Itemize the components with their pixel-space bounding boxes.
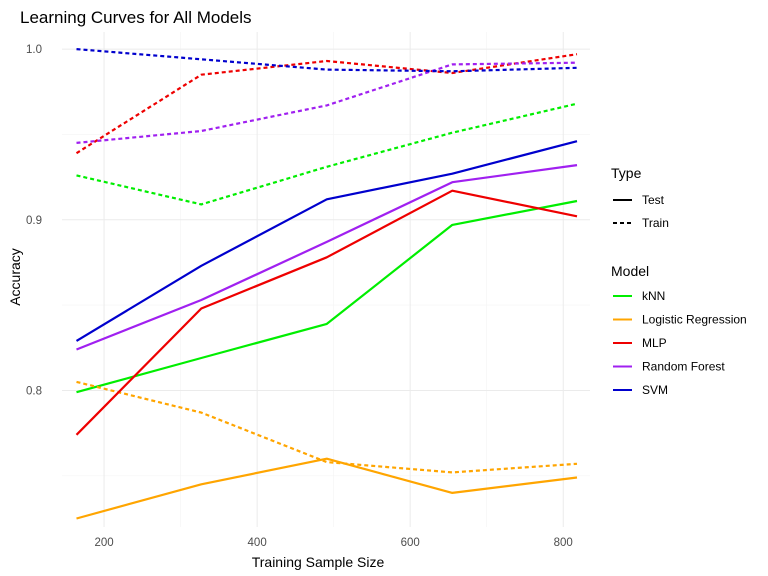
series-line-knn-test <box>76 199 578 394</box>
legend-label-random-forest: Random Forest <box>642 360 725 374</box>
x-axis-ticks: 200 400 600 800 <box>94 537 572 549</box>
y-axis-title: Accuracy <box>7 248 23 306</box>
series-line-random-forest-train <box>76 61 578 144</box>
legend-label-svm: SVM <box>642 383 668 397</box>
y-tick-label: 1.0 <box>26 44 42 56</box>
x-axis-title: Training Sample Size <box>252 554 385 570</box>
series-line-mlp-test <box>75 189 578 436</box>
series-line-random-forest-test <box>76 164 578 351</box>
series-line-knn-train <box>76 102 578 206</box>
legend-label-mlp: MLP <box>642 336 667 350</box>
legend-label-knn: kNN <box>642 289 665 303</box>
x-tick-label: 800 <box>554 537 573 549</box>
y-axis-ticks: 0.8 0.9 1.0 <box>26 44 42 397</box>
chart-title: Learning Curves for All Models <box>20 8 252 27</box>
x-tick-label: 200 <box>94 537 113 549</box>
series-line-svm-test <box>75 140 578 342</box>
y-tick-label: 0.9 <box>26 215 42 227</box>
series-line-logistic-regression-test <box>76 457 578 520</box>
legend: Type Model Test Train kNN Logistic Regressi… <box>611 165 747 397</box>
legend-label-test: Test <box>642 193 665 207</box>
series-line-logistic-regression-train <box>76 380 578 474</box>
legend-label-train: Train <box>642 216 669 230</box>
x-tick-label: 600 <box>401 537 420 549</box>
series-line-mlp-train <box>75 53 578 155</box>
legend-model-title: Model <box>611 263 649 279</box>
legend-type-title: Type <box>611 165 642 181</box>
series-lines <box>75 48 578 520</box>
x-tick-label: 400 <box>248 537 267 549</box>
plot-grid <box>62 32 590 527</box>
y-tick-label: 0.8 <box>26 385 42 397</box>
legend-label-logistic-regression: Logistic Regression <box>642 313 747 327</box>
